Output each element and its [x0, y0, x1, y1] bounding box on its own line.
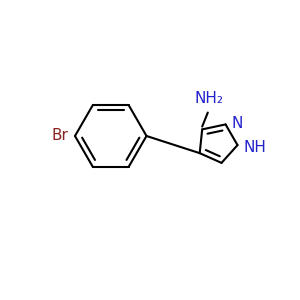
Text: NH: NH [243, 140, 266, 155]
Text: Br: Br [51, 128, 68, 143]
Text: NH₂: NH₂ [195, 91, 224, 106]
Text: N: N [231, 116, 243, 130]
